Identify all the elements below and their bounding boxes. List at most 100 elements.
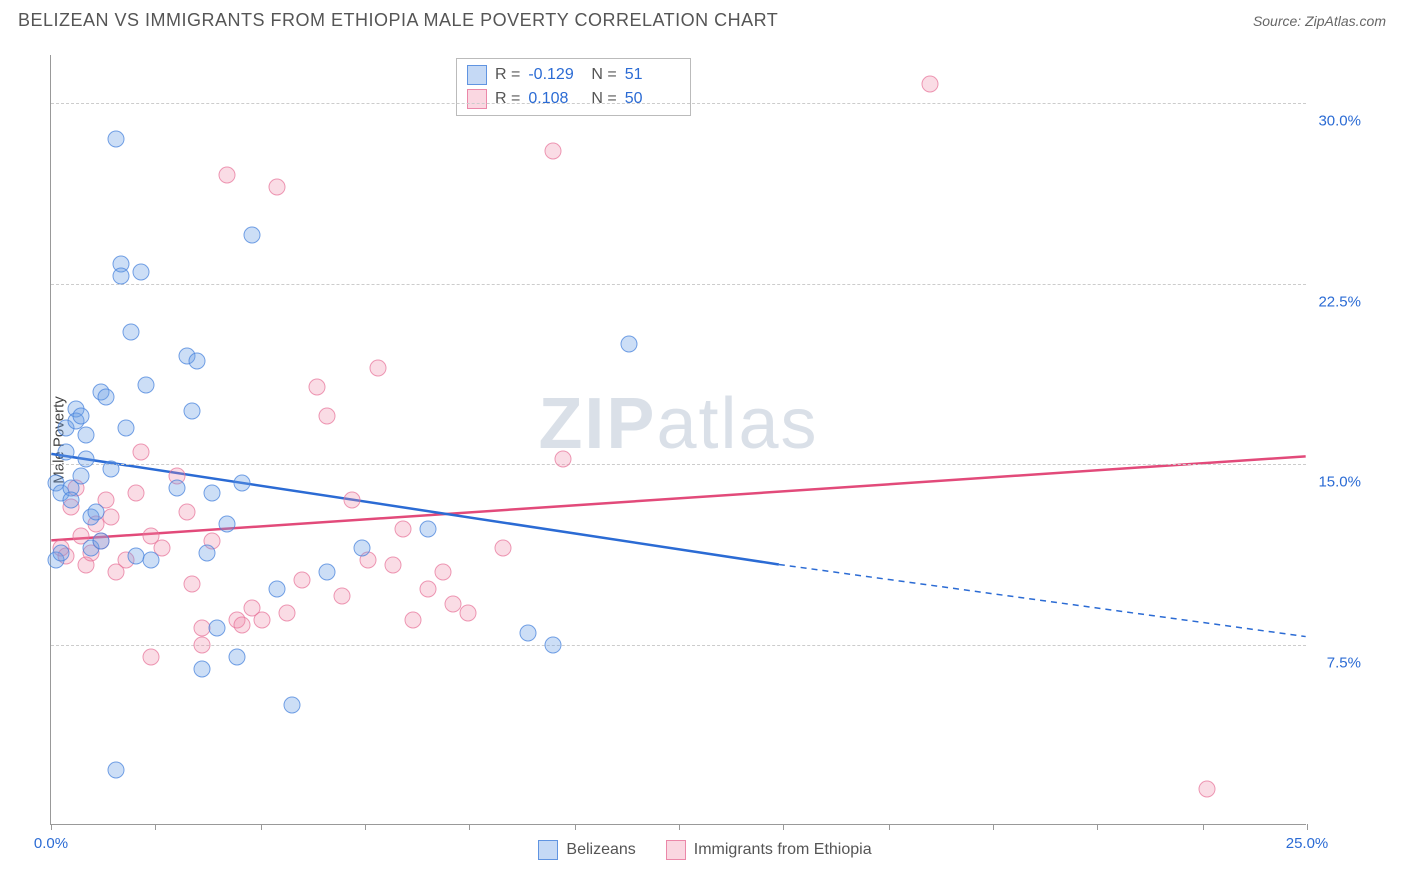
- data-point: [108, 761, 125, 778]
- x-tick: [1307, 824, 1308, 830]
- data-point: [309, 379, 326, 396]
- data-point: [419, 581, 436, 598]
- swatch-blue-icon: [467, 65, 487, 85]
- data-point: [103, 460, 120, 477]
- data-point: [319, 564, 336, 581]
- stat-row-pink: R = 0.108 N = 50: [467, 87, 680, 111]
- data-point: [922, 75, 939, 92]
- data-point: [198, 545, 215, 562]
- x-tick: [1203, 824, 1204, 830]
- y-tick-label: 30.0%: [1318, 113, 1361, 130]
- data-point: [133, 444, 150, 461]
- data-point: [284, 696, 301, 713]
- data-point: [128, 484, 145, 501]
- swatch-pink-icon: [467, 89, 487, 109]
- data-point: [193, 636, 210, 653]
- data-point: [233, 617, 250, 634]
- plot-area: ZIPatlas R = -0.129 N = 51 R = 0.108 N =…: [50, 55, 1306, 825]
- data-point: [233, 475, 250, 492]
- legend-item-blue: Belizeans: [538, 840, 635, 860]
- chart-source: Source: ZipAtlas.com: [1253, 13, 1386, 29]
- data-point: [58, 444, 75, 461]
- data-point: [444, 595, 461, 612]
- data-point: [103, 509, 120, 526]
- data-point: [334, 588, 351, 605]
- data-point: [545, 636, 562, 653]
- stat-row-blue: R = -0.129 N = 51: [467, 63, 680, 87]
- data-point: [319, 407, 336, 424]
- data-point: [183, 576, 200, 593]
- chart-container: Male Poverty ZIPatlas R = -0.129 N = 51 …: [50, 55, 1360, 825]
- grid-line: [51, 464, 1306, 465]
- x-tick: [365, 824, 366, 830]
- data-point: [394, 521, 411, 538]
- y-tick-label: 15.0%: [1318, 474, 1361, 491]
- data-point: [254, 612, 271, 629]
- data-point: [188, 352, 205, 369]
- data-point: [183, 403, 200, 420]
- data-point: [168, 480, 185, 497]
- x-tick: [469, 824, 470, 830]
- data-point: [118, 419, 135, 436]
- data-point: [133, 263, 150, 280]
- data-point: [73, 468, 90, 485]
- stats-box: R = -0.129 N = 51 R = 0.108 N = 50: [456, 58, 691, 116]
- data-point: [228, 648, 245, 665]
- data-point: [93, 533, 110, 550]
- data-point: [113, 268, 130, 285]
- data-point: [354, 540, 371, 557]
- data-point: [143, 648, 160, 665]
- data-point: [369, 359, 386, 376]
- grid-line: [51, 284, 1306, 285]
- x-tick: [155, 824, 156, 830]
- data-point: [73, 407, 90, 424]
- y-tick-label: 7.5%: [1327, 654, 1361, 671]
- grid-line: [51, 103, 1306, 104]
- x-tick: [261, 824, 262, 830]
- data-point: [555, 451, 572, 468]
- data-point: [545, 143, 562, 160]
- bottom-legend: Belizeans Immigrants from Ethiopia: [50, 840, 1360, 860]
- data-point: [344, 492, 361, 509]
- legend-item-pink: Immigrants from Ethiopia: [666, 840, 872, 860]
- y-tick-label: 22.5%: [1318, 293, 1361, 310]
- data-point: [88, 504, 105, 521]
- data-point: [243, 227, 260, 244]
- data-point: [1198, 780, 1215, 797]
- x-tick: [783, 824, 784, 830]
- data-point: [123, 323, 140, 340]
- data-point: [78, 427, 95, 444]
- data-point: [178, 504, 195, 521]
- data-point: [294, 571, 311, 588]
- data-point: [208, 619, 225, 636]
- data-point: [218, 167, 235, 184]
- data-point: [620, 335, 637, 352]
- data-point: [459, 605, 476, 622]
- regression-lines: [51, 55, 1306, 824]
- data-point: [108, 131, 125, 148]
- data-point: [138, 376, 155, 393]
- chart-title: BELIZEAN VS IMMIGRANTS FROM ETHIOPIA MAL…: [18, 10, 778, 31]
- x-tick: [51, 824, 52, 830]
- data-point: [384, 557, 401, 574]
- swatch-pink-icon: [666, 840, 686, 860]
- data-point: [404, 612, 421, 629]
- x-tick: [1097, 824, 1098, 830]
- data-point: [419, 521, 436, 538]
- data-point: [269, 179, 286, 196]
- data-point: [495, 540, 512, 557]
- data-point: [218, 516, 235, 533]
- x-tick: [889, 824, 890, 830]
- data-point: [63, 492, 80, 509]
- data-point: [203, 484, 220, 501]
- data-point: [434, 564, 451, 581]
- x-tick: [993, 824, 994, 830]
- data-point: [193, 660, 210, 677]
- data-point: [78, 451, 95, 468]
- x-tick: [679, 824, 680, 830]
- grid-line: [51, 645, 1306, 646]
- data-point: [143, 552, 160, 569]
- data-point: [98, 388, 115, 405]
- data-point: [279, 605, 296, 622]
- data-point: [520, 624, 537, 641]
